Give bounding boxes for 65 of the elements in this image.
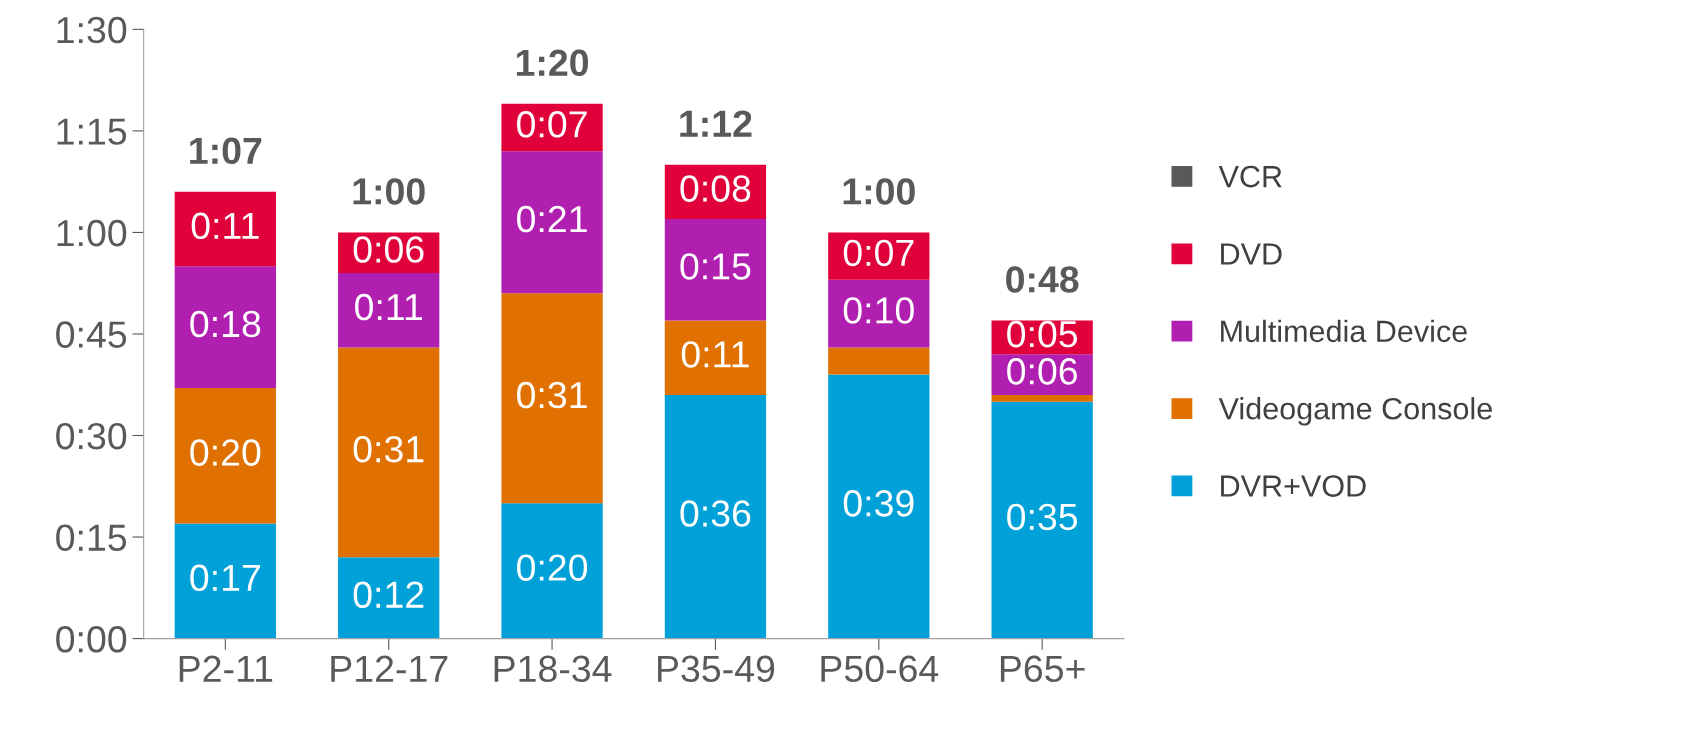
data-label: 0:18: [190, 310, 261, 338]
bar: [174, 388, 276, 524]
data-label: 0:20: [190, 439, 261, 466]
bar: [338, 557, 440, 639]
legend-label: Videogame Console: [1218, 397, 1492, 426]
legend-label: Multimedia Device: [1221, 319, 1467, 343]
bar: [174, 191, 276, 267]
bar: [664, 218, 767, 321]
data-label: 0:11: [191, 212, 259, 240]
data-label: 0:12: [353, 581, 424, 609]
total-label: 1:00: [353, 178, 425, 205]
x-tick-label: P50-64: [821, 655, 939, 683]
bar: [664, 394, 767, 639]
data-label: 0:35: [1007, 503, 1078, 531]
x-tick-label: P65+: [1000, 655, 1085, 683]
total-label: 1:20: [516, 49, 589, 77]
legend-label: DVD: [1221, 243, 1282, 265]
data-label: 0:15: [680, 253, 751, 280]
x-tick-label: P18-34: [494, 655, 612, 683]
y-tick-label: 1:00: [57, 219, 127, 247]
data-label: 0:11: [355, 293, 422, 321]
bar: [828, 279, 930, 348]
data-label: 0:07: [517, 111, 587, 138]
data-label: 0:20: [517, 554, 588, 581]
bar: [664, 320, 767, 395]
legend-label: DVR+VOD: [1221, 475, 1366, 497]
x-tick-label: P2-11: [179, 655, 273, 682]
bar: [174, 266, 276, 389]
total-label: 1:00: [843, 178, 915, 205]
bar: [501, 503, 603, 639]
y-tick-label: 0:00: [56, 625, 127, 653]
y-tick-label: 0:45: [56, 321, 127, 348]
x-tick-label: P12-17: [331, 655, 448, 682]
data-label: 0:36: [680, 500, 751, 527]
data-label: 0:17: [190, 564, 260, 592]
data-label: 0:06: [353, 236, 424, 263]
data-label: 0:21: [517, 205, 587, 233]
bar: [828, 374, 930, 639]
y-tick-label: 0:15: [56, 524, 127, 551]
data-label: 0:31: [353, 435, 424, 463]
data-label: 0:06: [1007, 358, 1078, 385]
bar: [991, 394, 1093, 402]
total-label: 0:48: [1006, 266, 1079, 293]
x-tick-label: P35-49: [658, 655, 775, 683]
bar: [501, 151, 603, 294]
y-tick-label: 1:15: [57, 118, 127, 145]
bar: [174, 523, 276, 639]
y-tick-label: 0:30: [56, 422, 127, 450]
bar: [828, 347, 930, 375]
bar: [991, 401, 1093, 639]
bar: [338, 347, 440, 558]
total-label: 1:07: [190, 137, 262, 165]
bar: [828, 232, 930, 280]
data-label: 0:31: [517, 381, 587, 409]
y-tick-label: 1:30: [57, 16, 127, 44]
bar: [501, 293, 603, 504]
data-label: 0:07: [843, 239, 914, 267]
data-label: 0:39: [843, 490, 914, 517]
data-label: 0:11: [681, 341, 749, 368]
data-label: 0:05: [1007, 320, 1078, 348]
data-label: 0:10: [843, 297, 914, 324]
data-label: 0:08: [680, 175, 751, 202]
total-label: 1:12: [680, 110, 752, 137]
bar: [338, 273, 440, 348]
legend-label: VCR: [1218, 165, 1282, 188]
